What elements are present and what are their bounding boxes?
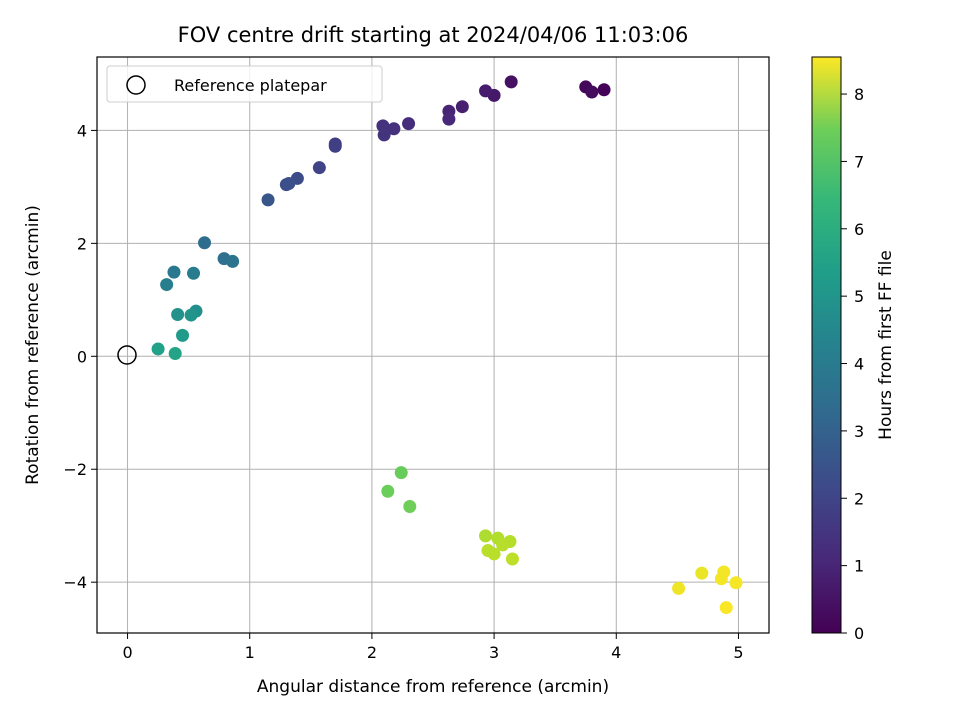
- y-tick-label: 4: [77, 121, 87, 140]
- colorbar-tick-label: 3: [854, 422, 864, 441]
- data-point: [184, 308, 198, 322]
- plot-frame: [96, 56, 770, 634]
- colorbar-tick-label: 5: [854, 287, 864, 306]
- x-tick-label: 2: [367, 643, 377, 662]
- data-point: [187, 266, 201, 280]
- colorbar-tick-label: 8: [854, 85, 864, 104]
- x-axis-ticks: 0 1 2 3 4 5: [122, 633, 744, 662]
- x-tick-label: 0: [122, 643, 132, 662]
- colorbar-tick-label: 2: [854, 489, 864, 508]
- legend-marker: [126, 75, 146, 95]
- data-point: [597, 83, 611, 97]
- x-axis-label: Angular distance from reference (arcmin): [257, 677, 609, 697]
- data-point: [442, 112, 456, 126]
- data-point: [160, 278, 174, 292]
- y-axis-label: Rotation from reference (arcmin): [23, 205, 43, 485]
- data-point: [496, 538, 510, 552]
- colorbar-gradient: [811, 56, 842, 634]
- data-point: [479, 84, 493, 98]
- data-point: [487, 547, 501, 561]
- data-point: [151, 342, 165, 356]
- data-point: [585, 85, 599, 99]
- x-tick-label: 3: [489, 643, 499, 662]
- data-point: [226, 254, 240, 268]
- data-point: [328, 139, 342, 153]
- y-tick-label: −4: [63, 573, 87, 592]
- data-point: [394, 466, 408, 480]
- data-point: [729, 576, 743, 590]
- data-point: [403, 500, 417, 514]
- data-point: [455, 100, 469, 114]
- data-point: [479, 529, 493, 543]
- data-point: [171, 308, 185, 322]
- data-point: [695, 566, 709, 580]
- chart-title: FOV centre drift starting at 2024/04/06 …: [178, 23, 689, 47]
- data-point: [672, 581, 686, 595]
- y-axis-ticks: −4 −2 0 2 4: [63, 121, 97, 592]
- legend-entry: Reference platepar: [174, 76, 327, 95]
- colorbar-tick-label: 4: [854, 355, 864, 374]
- data-point: [719, 601, 733, 615]
- colorbar-label: Hours from first FF file: [876, 250, 896, 440]
- data-point: [714, 572, 728, 586]
- data-point: [402, 117, 416, 131]
- data-point: [505, 552, 519, 566]
- y-tick-label: 0: [77, 347, 87, 366]
- data-point: [168, 346, 182, 360]
- colorbar-tick-label: 0: [854, 624, 864, 643]
- y-tick-label: −2: [63, 460, 87, 479]
- data-points: [151, 75, 743, 615]
- data-point: [176, 328, 190, 342]
- colorbar-tick-label: 1: [854, 557, 864, 576]
- data-point: [504, 75, 518, 89]
- reference-platepar-marker: [117, 345, 137, 365]
- x-tick-label: 5: [733, 643, 743, 662]
- data-point: [312, 161, 326, 175]
- y-tick-label: 2: [77, 234, 87, 253]
- colorbar: 0 1 2 3 4 5 6 7 8 Hours from first FF file: [811, 56, 896, 643]
- data-point: [387, 122, 401, 136]
- data-point: [167, 265, 181, 279]
- legend-box: [106, 65, 383, 103]
- data-point: [381, 484, 395, 498]
- grid-lines: [97, 57, 769, 633]
- data-point: [377, 128, 391, 142]
- data-point: [282, 176, 296, 190]
- colorbar-tick-label: 6: [854, 220, 864, 239]
- data-point: [198, 236, 212, 250]
- x-tick-label: 1: [245, 643, 255, 662]
- data-point: [261, 193, 275, 207]
- colorbar-ticks: 0 1 2 3 4 5 6 7 8: [841, 85, 864, 643]
- legend: Reference platepar: [106, 65, 383, 103]
- colorbar-tick-label: 7: [854, 152, 864, 171]
- x-tick-label: 4: [611, 643, 621, 662]
